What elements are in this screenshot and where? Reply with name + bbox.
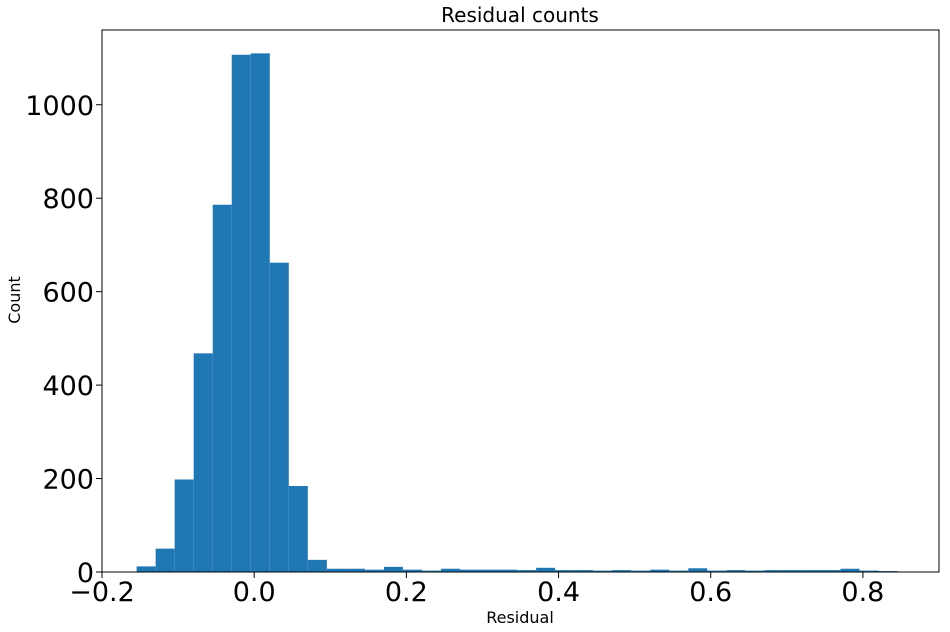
histogram-bar	[536, 567, 556, 572]
chart-title: Residual counts	[441, 3, 599, 27]
histogram-bar	[345, 568, 365, 572]
histogram-bar	[745, 570, 765, 572]
histogram-bar	[402, 569, 422, 572]
histogram-bar	[136, 566, 156, 572]
x-tick-label: 0.8	[841, 577, 884, 608]
histogram-bar	[840, 568, 860, 572]
y-tick-label: 600	[42, 278, 94, 309]
histogram-bar	[707, 570, 727, 572]
histogram-bar	[555, 570, 575, 572]
histogram-bar	[326, 568, 346, 572]
histogram-bar	[479, 569, 499, 572]
histogram-bar	[231, 54, 251, 572]
y-tick-label: 200	[42, 465, 94, 496]
histogram-bar	[821, 570, 841, 572]
histogram-bar	[783, 570, 803, 572]
histogram-bar	[460, 569, 480, 572]
histogram-bar	[593, 570, 613, 572]
histogram-bar	[421, 570, 441, 572]
y-tick-label: 400	[42, 371, 94, 402]
histogram-bar	[288, 486, 308, 572]
x-tick-label: −0.2	[69, 577, 135, 608]
histogram-bar	[498, 569, 518, 572]
histogram-bar	[250, 53, 270, 573]
histogram-bar	[383, 566, 403, 572]
histogram-bar	[440, 568, 461, 572]
x-axis-title: Residual	[486, 608, 554, 627]
x-tick-label: 0.2	[385, 577, 428, 608]
histogram-bar	[688, 568, 708, 572]
x-axis-ticks: −0.2 0.0 0.2 0.4 0.6 0.8	[69, 572, 884, 608]
histogram-bar	[631, 570, 651, 572]
histogram-bar	[155, 548, 175, 572]
y-axis-ticks: 0 200 400 600 800 1000	[25, 91, 102, 589]
y-tick-label: 1000	[25, 91, 94, 122]
histogram-bar	[364, 569, 384, 572]
x-tick-label: 0.4	[537, 577, 580, 608]
bars-group	[136, 53, 898, 573]
x-tick-label: 0.6	[689, 577, 732, 608]
x-tick-label: 0.0	[233, 577, 276, 608]
plot-frame	[101, 29, 940, 573]
histogram-bar	[517, 570, 537, 572]
histogram-bar	[574, 570, 594, 572]
histogram-bar	[193, 353, 213, 572]
y-axis-title: Count	[5, 276, 24, 324]
histogram-bar	[859, 570, 879, 572]
histogram-bar	[269, 262, 289, 572]
histogram-bar	[726, 570, 746, 572]
y-tick-label: 800	[42, 184, 94, 215]
histogram-bar	[174, 479, 194, 572]
histogram-bar	[802, 570, 822, 572]
histogram-bar	[764, 570, 784, 572]
y-tick-label: 0	[77, 558, 94, 589]
histogram-bar	[669, 570, 689, 572]
histogram-bar	[212, 204, 232, 572]
histogram-bar	[307, 559, 327, 572]
histogram-bar	[650, 569, 670, 572]
histogram-bar	[612, 570, 632, 572]
